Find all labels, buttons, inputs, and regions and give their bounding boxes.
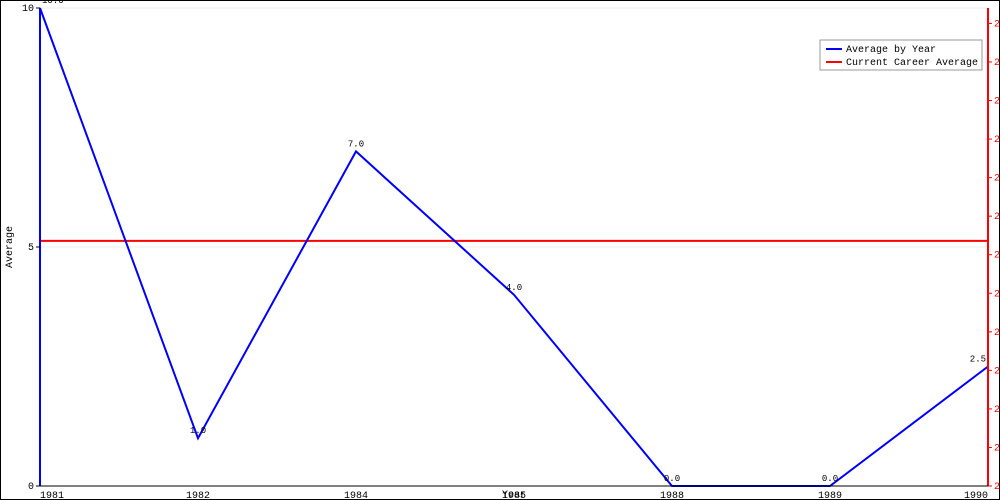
x-tick-label: 1982 <box>186 491 210 500</box>
point-label: 7.0 <box>348 139 364 149</box>
point-label: 0.0 <box>664 474 680 484</box>
y-tick-right-label: 2.655 <box>994 328 1000 339</box>
y-tick-right-label: 2.670 <box>994 212 1000 223</box>
y-tick-left-label: 10 <box>22 4 34 15</box>
x-tick-label: 1984 <box>344 491 368 500</box>
y-tick-right-label: 2.675 <box>994 174 1000 185</box>
point-label: 10.0 <box>42 0 64 6</box>
y-tick-right-label: 2.645 <box>994 405 1000 416</box>
y-tick-right-label: 2.635 <box>994 482 1000 493</box>
y-tick-right-label: 2.680 <box>994 135 1000 146</box>
y-tick-right-label: 2.685 <box>994 97 1000 108</box>
y-tick-right-label: 2.690 <box>994 58 1000 69</box>
y-tick-left-label: 5 <box>28 243 34 254</box>
legend-label-avg: Average by Year <box>846 44 936 56</box>
y-axis-label: Average <box>5 226 16 268</box>
y-tick-right-label: 2.640 <box>994 443 1000 454</box>
x-tick-label: 1989 <box>818 491 842 500</box>
x-tick-label: 1981 <box>40 491 64 500</box>
x-tick-label: 1990 <box>964 491 988 500</box>
y-tick-right-label: 2.660 <box>994 289 1000 300</box>
x-axis-label: Year <box>502 490 526 500</box>
chart-border <box>1 1 1000 500</box>
y-tick-right-label: 2.665 <box>994 251 1000 262</box>
y-tick-left-label: 0 <box>28 482 34 493</box>
point-label: 1.0 <box>190 426 206 436</box>
point-label: 0.0 <box>822 474 838 484</box>
legend-label-career: Current Career Average <box>846 58 978 69</box>
y-tick-right-label: 2.650 <box>994 366 1000 377</box>
point-label: 2.5 <box>970 355 986 365</box>
y-tick-right-label: 2.695 <box>994 19 1000 30</box>
x-tick-label: 1988 <box>660 491 684 500</box>
point-label: 4.0 <box>506 283 522 293</box>
line-chart: 10.0 1.0 7.0 4.0 0.0 0.0 2.5 0 5 10 2.635 2.640 2.64… <box>0 0 1000 500</box>
